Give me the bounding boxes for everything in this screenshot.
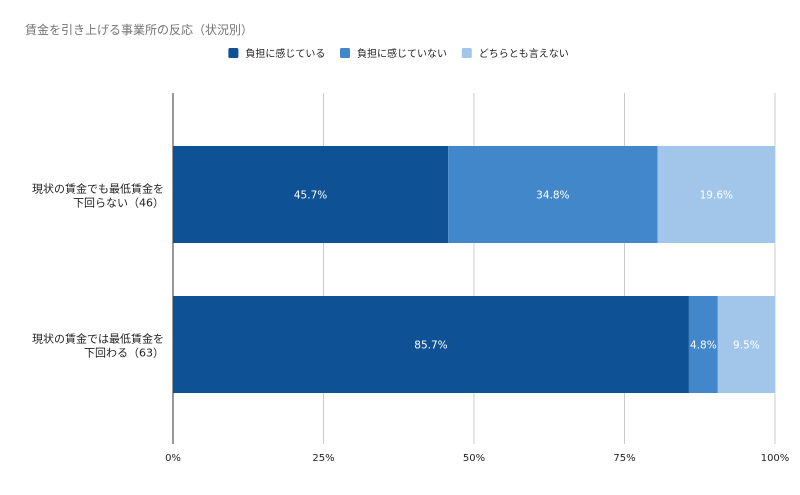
x-tick-label: 25% xyxy=(312,453,334,464)
bar-segment xyxy=(448,146,658,243)
bars: 45.7% 34.8% 19.6% 85.7% 4.8% 9.5% xyxy=(173,146,775,393)
legend-swatch xyxy=(461,48,472,58)
category-label: 現状の賃金では最低賃金を下回わる（63） xyxy=(32,332,164,360)
category-labels: 現状の賃金でも最低賃金を下回らない（46） 現状の賃金では最低賃金を下回わる（63… xyxy=(32,182,164,360)
bar-segment xyxy=(688,296,718,393)
x-axis-ticks: 0% 25% 50% 75% 100% xyxy=(165,453,789,464)
x-tick-label: 100% xyxy=(761,453,790,464)
x-tick-label: 50% xyxy=(463,453,485,464)
data-label: 4.8% xyxy=(690,340,717,352)
bar-segment xyxy=(717,296,775,393)
data-label: 19.6% xyxy=(700,190,733,202)
bar-segment xyxy=(657,146,775,243)
category-label: 現状の賃金でも最低賃金を下回らない（46） xyxy=(32,182,164,210)
data-label: 85.7% xyxy=(414,340,447,352)
bar-segment xyxy=(173,146,449,243)
data-label: 9.5% xyxy=(733,340,760,352)
data-label: 34.8% xyxy=(536,190,569,202)
legend-swatch xyxy=(228,48,239,58)
legend-label: 負担に感じている xyxy=(245,47,325,60)
legend-label: 負担に感じていない xyxy=(357,47,447,60)
legend-label: どちらとも言えない xyxy=(479,47,569,60)
data-label: 45.7% xyxy=(294,190,327,202)
bar-segment xyxy=(173,296,689,393)
x-tick-label: 0% xyxy=(165,453,181,464)
legend: 負担に感じている 負担に感じていない どちらとも言えない xyxy=(228,47,569,60)
chart-title: 賃金を引き上げる事業所の反応（状況別） xyxy=(25,22,253,37)
legend-swatch xyxy=(340,48,350,58)
x-tick-label: 75% xyxy=(613,453,635,464)
